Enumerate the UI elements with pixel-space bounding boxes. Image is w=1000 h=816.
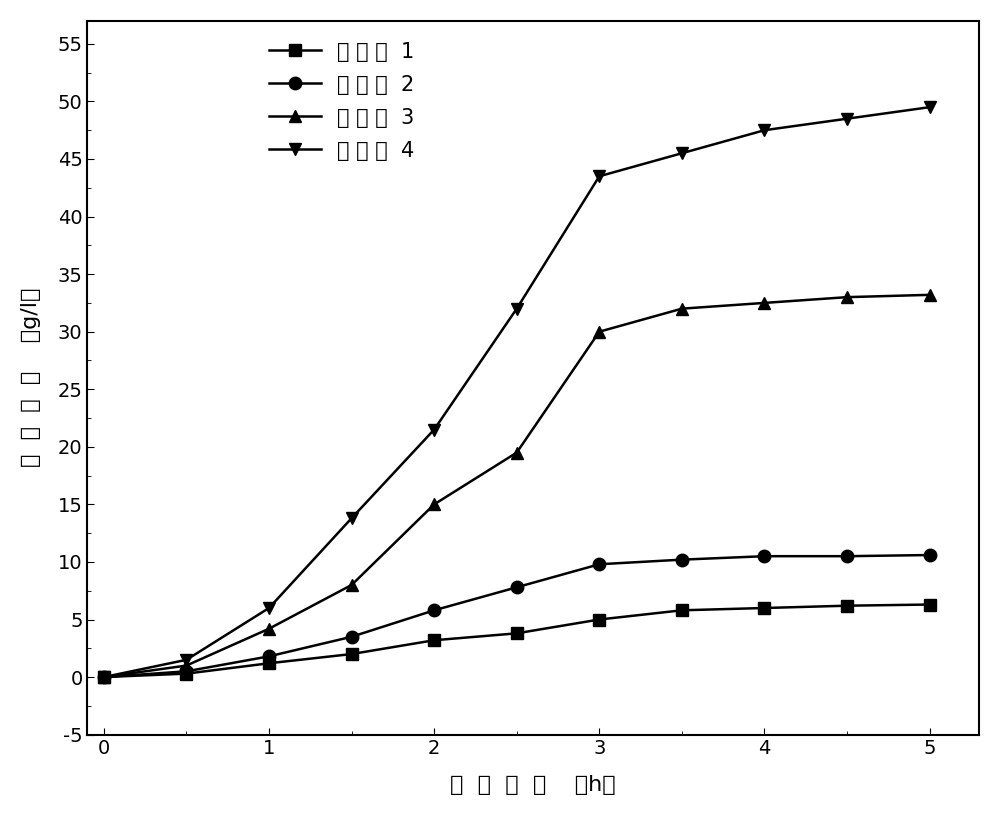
实 施 例  4: [180, 655, 192, 665]
实 施 例  3: [428, 499, 440, 509]
实 施 例  2: [676, 555, 688, 565]
实 施 例  2: [511, 583, 523, 592]
实 施 例  1: [180, 669, 192, 679]
实 施 例  1: [511, 628, 523, 638]
实 施 例  3: [758, 298, 770, 308]
实 施 例  1: [263, 659, 275, 668]
实 施 例  2: [924, 550, 936, 560]
实 施 例  2: [180, 667, 192, 676]
实 施 例  4: [758, 126, 770, 135]
实 施 例  3: [511, 448, 523, 458]
实 施 例  1: [593, 614, 605, 624]
Y-axis label: 产  物  浓  度    （g/l）: 产 物 浓 度 （g/l）: [21, 288, 41, 468]
实 施 例  2: [346, 632, 358, 641]
实 施 例  1: [98, 672, 110, 682]
实 施 例  4: [428, 424, 440, 434]
实 施 例  4: [593, 171, 605, 181]
实 施 例  2: [98, 672, 110, 682]
实 施 例  2: [428, 605, 440, 615]
实 施 例  1: [758, 603, 770, 613]
Line: 实 施 例  2: 实 施 例 2: [98, 549, 936, 683]
实 施 例  1: [924, 600, 936, 610]
实 施 例  2: [758, 552, 770, 561]
实 施 例  4: [841, 113, 853, 123]
实 施 例  4: [676, 149, 688, 158]
实 施 例  3: [98, 672, 110, 682]
实 施 例  3: [924, 290, 936, 299]
实 施 例  3: [593, 326, 605, 336]
Line: 实 施 例  3: 实 施 例 3: [98, 289, 936, 683]
实 施 例  3: [346, 580, 358, 590]
实 施 例  1: [676, 605, 688, 615]
实 施 例  4: [924, 102, 936, 112]
实 施 例  4: [263, 603, 275, 613]
实 施 例  3: [841, 292, 853, 302]
实 施 例  1: [428, 636, 440, 645]
实 施 例  4: [511, 304, 523, 313]
实 施 例  4: [346, 513, 358, 523]
实 施 例  1: [346, 650, 358, 659]
Line: 实 施 例  1: 实 施 例 1: [98, 598, 936, 683]
实 施 例  3: [180, 661, 192, 671]
Legend: 实 施 例  1, 实 施 例  2, 实 施 例  3, 实 施 例  4: 实 施 例 1, 实 施 例 2, 实 施 例 3, 实 施 例 4: [258, 31, 425, 171]
实 施 例  3: [263, 623, 275, 633]
实 施 例  2: [841, 552, 853, 561]
实 施 例  3: [676, 304, 688, 313]
实 施 例  1: [841, 601, 853, 610]
Line: 实 施 例  4: 实 施 例 4: [98, 101, 936, 683]
实 施 例  2: [593, 559, 605, 569]
X-axis label: 电  时  解  间    （h）: 电 时 解 间 （h）: [450, 775, 616, 795]
实 施 例  4: [98, 672, 110, 682]
实 施 例  2: [263, 651, 275, 661]
